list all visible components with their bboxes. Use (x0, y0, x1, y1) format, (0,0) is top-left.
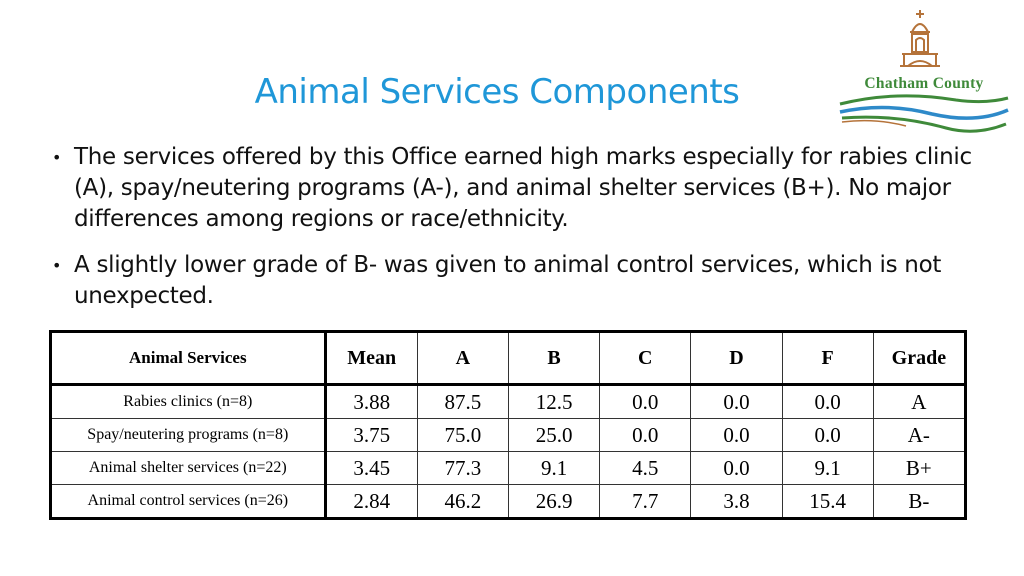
table-row: Animal control services (n=26) 2.84 46.2… (50, 484, 967, 519)
table-cell: 0.0 (599, 384, 692, 419)
table-cell: A (872, 384, 967, 419)
table-cell: 2.84 (324, 484, 418, 519)
bullet-item: • The services offered by this Office ea… (52, 142, 972, 235)
table-cell: 15.4 (781, 484, 874, 519)
table-cell: 0.0 (690, 384, 783, 419)
table-cell: 0.0 (690, 418, 783, 452)
table-row: Rabies clinics (n=8) 3.88 87.5 12.5 0.0 … (50, 384, 967, 419)
bullet-item: • A slightly lower grade of B- was given… (52, 250, 972, 312)
table-cell: B- (872, 484, 967, 519)
table-cell: A- (872, 418, 967, 452)
row-label: Spay/neutering programs (n=8) (50, 418, 327, 452)
table-cell: 0.0 (599, 418, 692, 452)
table-cell: 3.8 (690, 484, 783, 519)
table-row: Animal shelter services (n=22) 3.45 77.3… (50, 451, 967, 485)
table-header-row: Animal Services Mean A B C D F Grade (50, 331, 967, 386)
table-cell: 3.45 (324, 451, 418, 485)
column-header: F (781, 331, 874, 386)
column-header: B (507, 331, 601, 386)
table-cell: 4.5 (599, 451, 692, 485)
column-header: A (416, 331, 509, 386)
bullet-icon: • (52, 148, 62, 167)
table-cell: 9.1 (507, 451, 601, 485)
chatham-county-logo: Chatham County (836, 6, 1012, 140)
table-cell: 26.9 (507, 484, 601, 519)
table-cell: 46.2 (416, 484, 509, 519)
table-cell: 87.5 (416, 384, 509, 419)
row-label: Rabies clinics (n=8) (50, 384, 327, 419)
table-cell: 7.7 (599, 484, 692, 519)
table-cell: 0.0 (781, 418, 874, 452)
column-header: Grade (872, 331, 967, 386)
logo-text: Chatham County (864, 75, 983, 92)
table-cell: 0.0 (781, 384, 874, 419)
table-row: Spay/neutering programs (n=8) 3.75 75.0 … (50, 418, 967, 452)
table-cell: B+ (872, 451, 967, 485)
bullet-text: The services offered by this Office earn… (74, 144, 972, 232)
column-header: Animal Services (50, 331, 327, 386)
table-cell: 75.0 (416, 418, 509, 452)
grades-table: Animal Services Mean A B C D F Grade Rab… (49, 330, 967, 520)
column-header: D (690, 331, 783, 386)
column-header: Mean (324, 331, 418, 386)
table-cell: 3.75 (324, 418, 418, 452)
table-cell: 9.1 (781, 451, 874, 485)
bullet-list: • The services offered by this Office ea… (52, 142, 972, 327)
bullet-icon: • (52, 256, 62, 275)
table-cell: 0.0 (690, 451, 783, 485)
table-cell: 77.3 (416, 451, 509, 485)
table-cell: 25.0 (507, 418, 601, 452)
slide-title: Animal Services Components (254, 72, 740, 112)
table-cell: 12.5 (507, 384, 601, 419)
row-label: Animal shelter services (n=22) (50, 451, 327, 485)
table-cell: 3.88 (324, 384, 418, 419)
bullet-text: A slightly lower grade of B- was given t… (74, 252, 942, 309)
column-header: C (599, 331, 692, 386)
courthouse-cupola-icon: Chatham County (839, 10, 1009, 133)
row-label: Animal control services (n=26) (50, 484, 327, 519)
